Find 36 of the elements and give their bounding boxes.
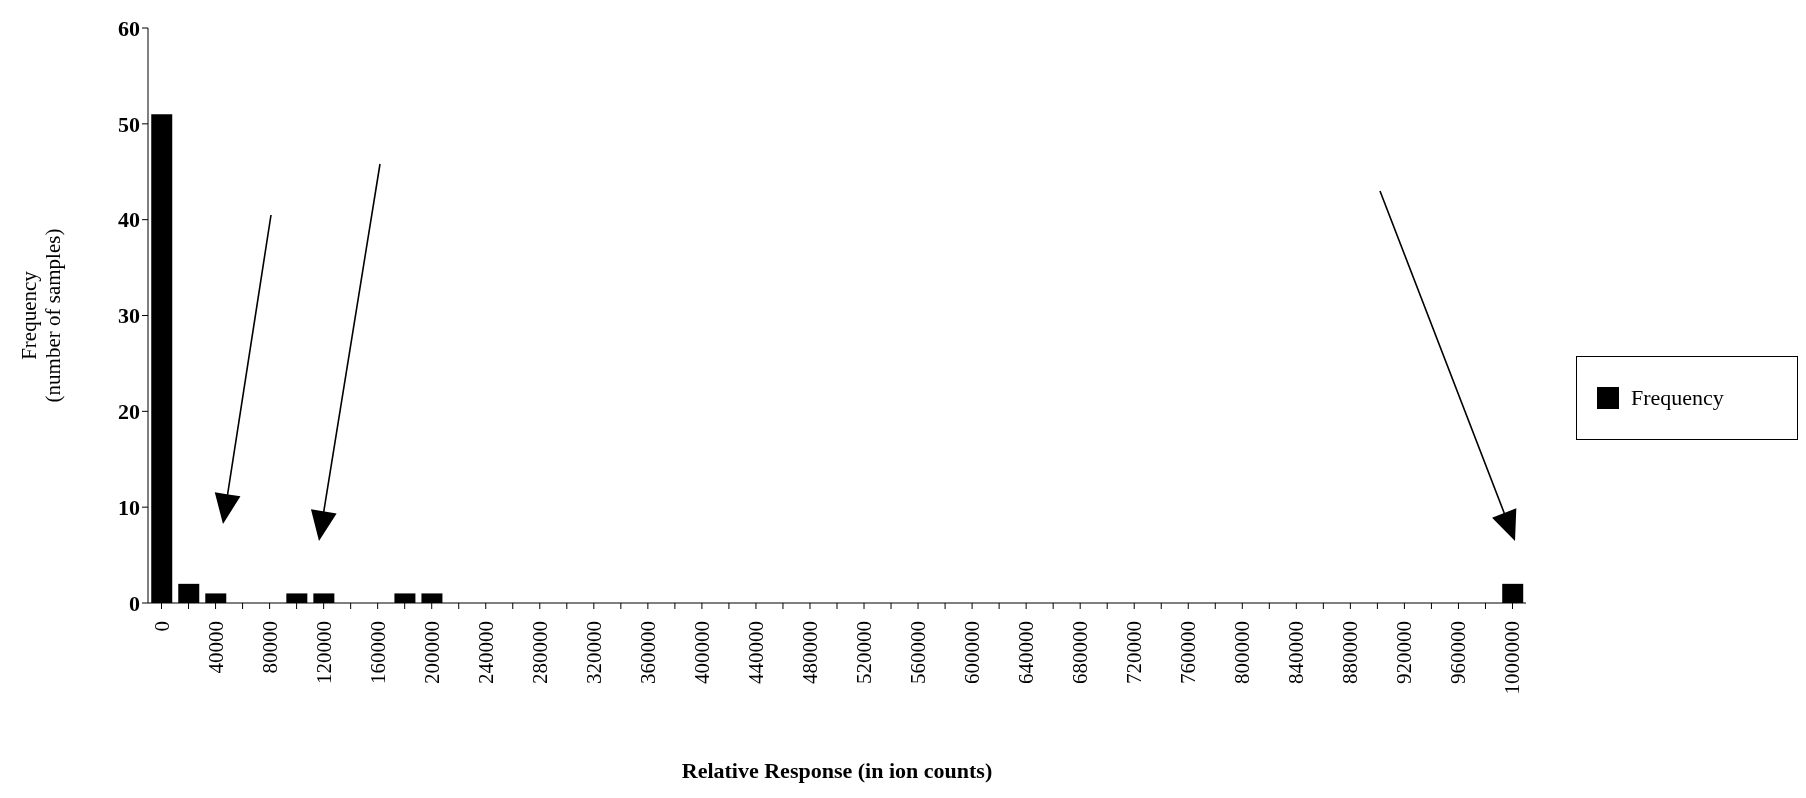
x-tick-label: 480000 (797, 621, 822, 684)
x-tick-label: 640000 (1014, 621, 1039, 684)
y-tick-label: 10 (118, 494, 140, 520)
x-tick-label: 840000 (1284, 621, 1309, 684)
x-tick-label: 0 (149, 621, 174, 632)
x-tick-label: 200000 (419, 621, 444, 684)
x-tick-label: 920000 (1392, 621, 1417, 684)
y-tick-label: 30 (118, 303, 140, 329)
x-axis-title: Relative Response (in ion counts) (681, 758, 993, 783)
x-tick-label: 160000 (365, 621, 390, 684)
y-axis-title: Frequency (number of samples) (17, 228, 65, 403)
x-tick-label: 40000 (203, 621, 228, 674)
x-tick-label: 440000 (743, 621, 768, 684)
x-tick-label: 600000 (960, 621, 985, 684)
y-tick-label: 50 (118, 111, 140, 137)
x-tick-label: 800000 (1230, 621, 1255, 684)
x-tick-label: 1000000 (1500, 621, 1525, 695)
y-tick-label: 0 (129, 590, 140, 616)
x-tick-label: 720000 (1122, 621, 1147, 684)
x-tick-label: 80000 (257, 621, 282, 674)
y-tick-label: 40 (118, 207, 140, 233)
x-tick-label: 120000 (311, 621, 336, 684)
x-tick-label: 520000 (852, 621, 877, 684)
legend-label: Frequency (1631, 385, 1724, 411)
x-tick-label: 320000 (581, 621, 606, 684)
x-tick-label: 680000 (1068, 621, 1093, 684)
x-tick-label: 560000 (906, 621, 931, 684)
y-tick-label: 60 (118, 15, 140, 41)
x-tick-label: 400000 (689, 621, 714, 684)
x-tick-label: 280000 (527, 621, 552, 684)
x-tick-label: 960000 (1446, 621, 1471, 684)
x-tick-label: 240000 (473, 621, 498, 684)
y-tick-label: 20 (118, 399, 140, 425)
x-tick-label: 760000 (1176, 621, 1201, 684)
x-tick-label: 360000 (635, 621, 660, 684)
x-tick-label: 880000 (1338, 621, 1363, 684)
